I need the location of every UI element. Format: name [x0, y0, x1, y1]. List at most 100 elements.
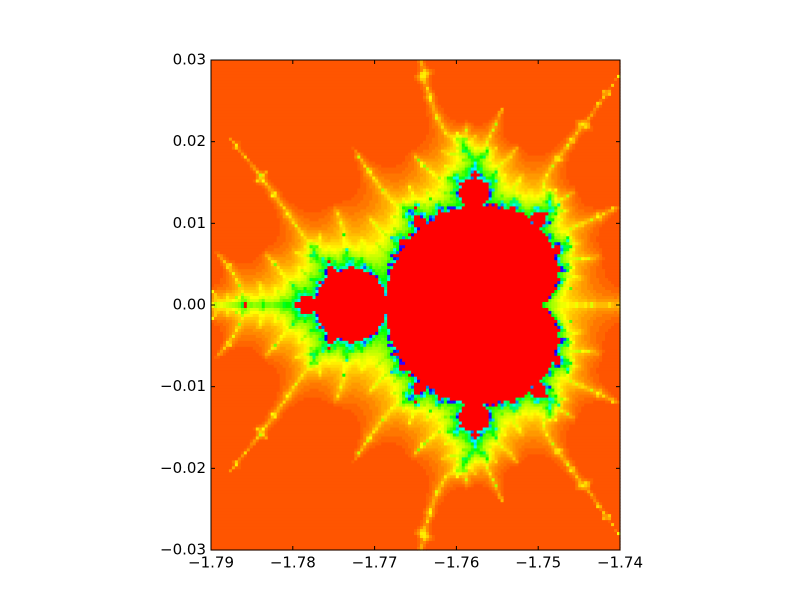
- fractal-pixel: [494, 406, 499, 411]
- fractal-pixel: [294, 328, 299, 333]
- fractal-pixel: [372, 179, 376, 184]
- fractal-pixel: [396, 218, 400, 222]
- fractal-pixel: [402, 406, 406, 411]
- fractal-pixel: [360, 358, 364, 363]
- fractal-pixel: [461, 170, 466, 175]
- fractal-pixel: [372, 373, 379, 378]
- fractal-pixel: [461, 137, 466, 142]
- fractal-pixel: [234, 263, 260, 267]
- fractal-pixel: [560, 218, 564, 222]
- fractal-pixel: [354, 158, 358, 163]
- fractal-pixel: [219, 254, 224, 258]
- fractal-pixel: [285, 334, 296, 339]
- fractal-pixel: [428, 218, 433, 222]
- fractal-pixel: [291, 328, 296, 333]
- fractal-pixel: [521, 406, 526, 411]
- fractal-pixel: [548, 164, 552, 169]
- fractal-pixel: [282, 221, 290, 225]
- fractal-pixel: [348, 385, 364, 390]
- fractal-pixel: [211, 313, 215, 318]
- fractal-pixel: [425, 179, 430, 184]
- fractal-pixel: [300, 260, 305, 264]
- fractal-pixel: [530, 391, 546, 396]
- fractal-pixel: [593, 382, 597, 387]
- fractal-pixel: [285, 233, 293, 237]
- fractal-pixel: [366, 218, 370, 222]
- fractal-pixel: [303, 245, 308, 249]
- fractal-pixel: [458, 200, 463, 205]
- fractal-pixel: [521, 409, 529, 414]
- fractal-pixel: [228, 310, 236, 315]
- fractal-pixel: [560, 403, 564, 408]
- fractal-pixel: [300, 349, 305, 354]
- fractal-pixel: [590, 275, 597, 279]
- fractal-pixel: [211, 134, 427, 139]
- fractal-pixel: [408, 230, 412, 234]
- fractal-pixel: [411, 158, 415, 163]
- fractal-pixel: [563, 260, 567, 264]
- fractal-pixel: [243, 319, 257, 324]
- fractal-pixel: [351, 257, 355, 261]
- fractal-pixel: [318, 272, 323, 276]
- fractal-pixel: [390, 272, 558, 276]
- fractal-pixel: [458, 182, 490, 187]
- fractal-pixel: [443, 412, 448, 417]
- fractal-pixel: [575, 370, 579, 375]
- fractal-pixel: [578, 269, 582, 273]
- fractal-pixel: [551, 233, 555, 237]
- fractal-pixel: [408, 236, 412, 240]
- fractal-pixel: [327, 355, 332, 360]
- fractal-pixel: [342, 260, 346, 264]
- fractal-pixel: [303, 257, 308, 261]
- fractal-pixel: [566, 400, 570, 405]
- fractal-pixel: [440, 200, 445, 205]
- fractal-pixel: [357, 388, 367, 393]
- fractal-pixel: [315, 316, 320, 321]
- fractal-pixel: [431, 215, 436, 219]
- fractal-pixel: [431, 116, 436, 121]
- fractal-pixel: [611, 215, 621, 219]
- fractal-pixel: [270, 337, 275, 342]
- fractal-pixel: [497, 179, 502, 184]
- fractal-pixel: [434, 212, 439, 216]
- fractal-pixel: [360, 340, 364, 345]
- fractal-pixel: [602, 394, 606, 399]
- fractal-pixel: [572, 319, 576, 324]
- fractal-pixel: [551, 224, 555, 228]
- fractal-pixel: [396, 248, 400, 252]
- fractal-pixel: [291, 316, 296, 321]
- fractal-pixel: [539, 412, 546, 417]
- fractal-pixel: [225, 278, 230, 282]
- fractal-pixel: [497, 194, 502, 199]
- fractal-pixel: [569, 236, 573, 240]
- fractal-pixel: [428, 385, 532, 390]
- fractal-pixel: [449, 182, 454, 187]
- fractal-pixel: [527, 409, 532, 414]
- fractal-pixel: [342, 266, 346, 270]
- fractal-pixel: [276, 260, 281, 264]
- fractal-pixel: [563, 409, 567, 414]
- fractal-pixel: [548, 400, 552, 405]
- fractal-pixel: [306, 290, 314, 294]
- fractal-pixel: [267, 310, 272, 315]
- fractal-pixel: [282, 191, 358, 196]
- fractal-pixel: [378, 266, 382, 270]
- fractal-pixel: [354, 349, 358, 354]
- fractal-pixel: [425, 92, 430, 97]
- fractal-pixel: [467, 170, 472, 175]
- fractal-pixel: [422, 412, 427, 417]
- fractal-pixel: [542, 191, 546, 196]
- fractal-pixel: [330, 391, 335, 396]
- fractal-pixel: [596, 239, 621, 243]
- fractal-pixel: [211, 101, 427, 106]
- fractal-pixel: [306, 364, 311, 369]
- fractal-pixel: [378, 251, 382, 255]
- fractal-pixel: [297, 337, 302, 342]
- fractal-pixel: [593, 242, 600, 246]
- fractal-pixel: [497, 409, 502, 414]
- fractal-pixel: [273, 406, 278, 411]
- fractal-pixel: [569, 376, 573, 381]
- fractal-pixel: [563, 290, 567, 294]
- fractal-pixel: [211, 355, 215, 360]
- fractal-pixel: [219, 346, 224, 351]
